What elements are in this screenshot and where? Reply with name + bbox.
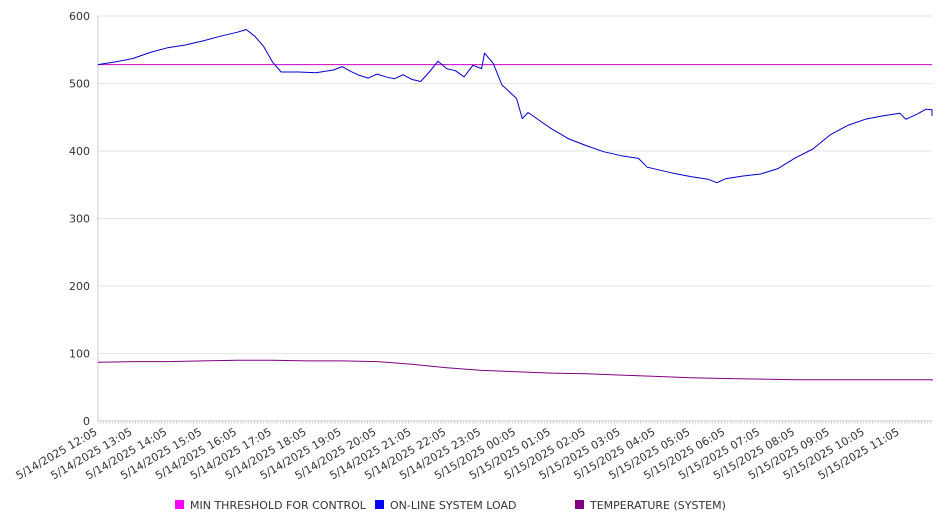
y-tick-label: 200: [69, 280, 90, 293]
series-group: [97, 29, 933, 381]
temperature-line: [97, 359, 933, 381]
legend-swatch-threshold: [175, 500, 184, 509]
y-tick-label: 600: [69, 10, 90, 23]
x-axis-ticks: 5/14/2025 12:055/14/2025 13:055/14/2025 …: [14, 425, 902, 482]
legend-item-threshold: MIN THRESHOLD FOR CONTROL: [175, 499, 367, 512]
legend-item-temperature: TEMPERATURE (SYSTEM): [575, 499, 726, 512]
y-tick-label: 500: [69, 78, 90, 91]
y-tick-label: 100: [69, 348, 90, 361]
y-tick-label: 0: [83, 415, 90, 428]
axes: [97, 16, 932, 424]
legend: MIN THRESHOLD FOR CONTROL ON-LINE SYSTEM…: [175, 499, 726, 512]
gridlines: [98, 15, 932, 354]
y-axis-ticks: 0 100 200 300 400 500 600: [69, 10, 90, 428]
x-axis-minor-ticks: [97, 421, 931, 424]
legend-label-system-load: ON-LINE SYSTEM LOAD: [390, 499, 516, 512]
y-tick-label: 300: [69, 213, 90, 226]
system-load-line: [97, 29, 933, 184]
legend-swatch-temperature: [575, 500, 584, 509]
y-tick-label: 400: [69, 145, 90, 158]
legend-item-system-load: ON-LINE SYSTEM LOAD: [375, 499, 516, 512]
legend-label-temperature: TEMPERATURE (SYSTEM): [589, 499, 726, 512]
legend-label-threshold: MIN THRESHOLD FOR CONTROL: [190, 499, 367, 512]
legend-swatch-system-load: [375, 500, 384, 509]
